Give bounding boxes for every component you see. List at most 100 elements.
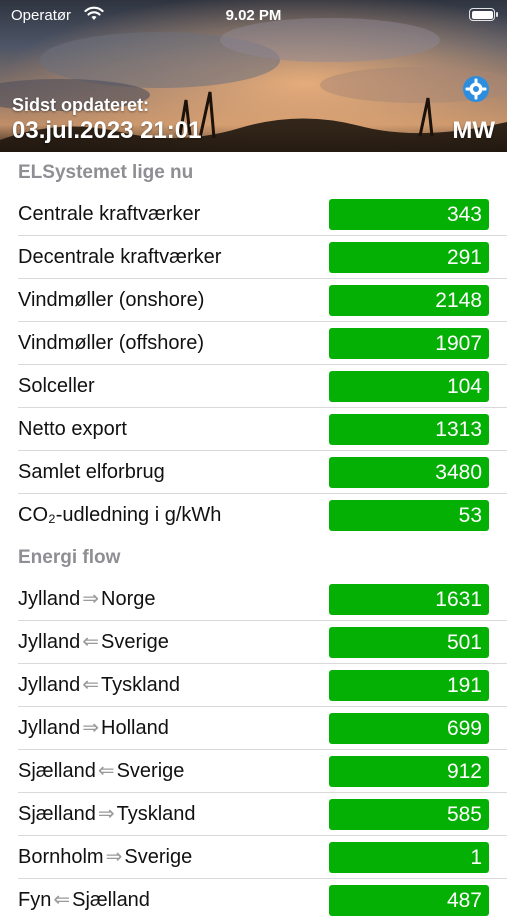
divider xyxy=(18,663,507,664)
list-item: Fyn ⇐ Sjælland 487 xyxy=(0,879,507,922)
row-label: Solceller xyxy=(18,375,95,397)
list-item: Netto export 1313 xyxy=(0,408,507,451)
flow-from: Sjælland xyxy=(18,803,96,825)
row-value: 699 xyxy=(329,713,489,744)
list-item: Decentrale kraftværker 291 xyxy=(0,236,507,279)
row-label: Decentrale kraftværker xyxy=(18,246,222,268)
section-header-system: ELSystemet lige nu xyxy=(18,162,194,183)
gear-icon[interactable] xyxy=(462,75,490,103)
row-value: 291 xyxy=(329,242,489,273)
row-label: Netto export xyxy=(18,418,127,440)
arrow-left-icon: ⇐ xyxy=(82,674,100,696)
row-label: CO₂-udledning i g/kWh xyxy=(18,504,222,526)
list-item: Bornholm ⇒ Sverige 1 xyxy=(0,836,507,879)
list-item: Samlet elforbrug 3480 xyxy=(0,451,507,494)
arrow-left-icon: ⇐ xyxy=(53,889,71,911)
battery-icon xyxy=(469,8,498,21)
status-time: 9.02 PM xyxy=(225,7,282,24)
row-value: 912 xyxy=(329,756,489,787)
divider xyxy=(18,835,507,836)
list-item: CO₂-udledning i g/kWh 53 xyxy=(0,494,507,537)
flow-to: Sverige xyxy=(116,760,185,782)
flow-from: Jylland xyxy=(18,717,81,739)
divider xyxy=(18,493,507,494)
list-item: Solceller 104 xyxy=(0,365,507,408)
flow-to: Tyskland xyxy=(116,803,196,825)
flow-from: Jylland xyxy=(18,674,81,696)
list-item: Centrale kraftværker 343 xyxy=(0,193,507,236)
row-value: 104 xyxy=(329,371,489,402)
divider xyxy=(18,878,507,879)
wifi-icon xyxy=(84,6,104,20)
flow-to: Holland xyxy=(101,717,169,739)
row-label: Jylland ⇒ Holland xyxy=(18,707,169,750)
flow-to: Sjælland xyxy=(72,889,150,911)
arrow-left-icon: ⇐ xyxy=(82,631,100,653)
sky-photo xyxy=(0,0,507,152)
row-value: 343 xyxy=(329,199,489,230)
flow-to: Norge xyxy=(101,588,156,610)
arrow-right-icon: ⇒ xyxy=(105,846,123,868)
section-header-flow: Energi flow xyxy=(18,547,121,568)
flow-to: Tyskland xyxy=(101,674,180,696)
status-bar: Operatør 9.02 PM xyxy=(0,0,507,30)
divider xyxy=(18,706,507,707)
divider xyxy=(18,407,507,408)
row-value: 1 xyxy=(329,842,489,873)
divider xyxy=(18,364,507,365)
data-list[interactable]: ELSystemet lige nu Centrale kraftværker … xyxy=(0,152,507,922)
list-item: Vindmøller (offshore) 1907 xyxy=(0,322,507,365)
arrow-right-icon: ⇒ xyxy=(82,717,100,739)
row-label: Jylland ⇐ Sverige xyxy=(18,621,169,664)
row-value: 585 xyxy=(329,799,489,830)
arrow-right-icon: ⇒ xyxy=(97,803,115,825)
list-item: Sjælland ⇐ Sverige 912 xyxy=(0,750,507,793)
last-updated-value: 03.jul.2023 21:01 xyxy=(12,117,202,144)
divider xyxy=(18,792,507,793)
flow-from: Fyn xyxy=(18,889,52,911)
header-banner: Operatør 9.02 PM Sidst opdateret: 03.jul… xyxy=(0,0,507,152)
unit-label: MW xyxy=(452,117,495,144)
row-label: Vindmøller (offshore) xyxy=(18,332,204,354)
row-label: Vindmøller (onshore) xyxy=(18,289,205,311)
divider xyxy=(18,450,507,451)
flow-from: Bornholm xyxy=(18,846,104,868)
last-updated-label: Sidst opdateret: xyxy=(12,95,150,115)
row-value: 3480 xyxy=(329,457,489,488)
list-item: Jylland ⇒ Holland 699 xyxy=(0,707,507,750)
flow-to: Sverige xyxy=(124,846,193,868)
row-value: 191 xyxy=(329,670,489,701)
row-value: 1631 xyxy=(329,584,489,615)
divider xyxy=(18,620,507,621)
divider xyxy=(18,235,507,236)
carrier-label: Operatør xyxy=(11,7,72,24)
row-label: Centrale kraftværker xyxy=(18,203,201,225)
row-label: Bornholm ⇒ Sverige xyxy=(18,836,192,879)
list-item: Jylland ⇐ Tyskland 191 xyxy=(0,664,507,707)
row-value: 1907 xyxy=(329,328,489,359)
row-value: 53 xyxy=(329,500,489,531)
row-label: Jylland ⇒ Norge xyxy=(18,578,156,621)
row-value: 487 xyxy=(329,885,489,916)
divider xyxy=(18,749,507,750)
list-item: Jylland ⇒ Norge 1631 xyxy=(0,578,507,621)
row-value: 501 xyxy=(329,627,489,658)
row-label: Sjælland ⇒ Tyskland xyxy=(18,793,196,836)
flow-from: Sjælland xyxy=(18,760,96,782)
list-item: Jylland ⇐ Sverige 501 xyxy=(0,621,507,664)
row-label: Sjælland ⇐ Sverige xyxy=(18,750,184,793)
row-value: 2148 xyxy=(329,285,489,316)
arrow-right-icon: ⇒ xyxy=(82,588,100,610)
row-label: Jylland ⇐ Tyskland xyxy=(18,664,180,707)
list-item: Vindmøller (onshore) 2148 xyxy=(0,279,507,322)
row-label: Fyn ⇐ Sjælland xyxy=(18,879,150,922)
arrow-left-icon: ⇐ xyxy=(97,760,115,782)
row-label: Samlet elforbrug xyxy=(18,461,165,483)
divider xyxy=(18,278,507,279)
list-item: Sjælland ⇒ Tyskland 585 xyxy=(0,793,507,836)
row-value: 1313 xyxy=(329,414,489,445)
divider xyxy=(18,321,507,322)
flow-from: Jylland xyxy=(18,588,81,610)
flow-to: Sverige xyxy=(101,631,169,653)
flow-from: Jylland xyxy=(18,631,81,653)
